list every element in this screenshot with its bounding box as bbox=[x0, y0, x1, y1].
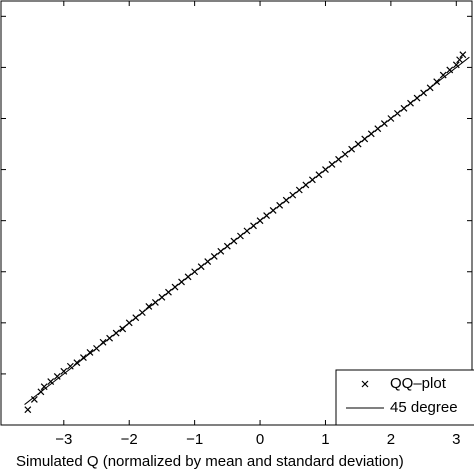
x-tick-label: −2 bbox=[121, 431, 138, 448]
legend-swatch bbox=[361, 380, 369, 388]
x-tick-label: −1 bbox=[186, 431, 203, 448]
qq-point bbox=[53, 373, 61, 380]
qq-point bbox=[439, 71, 447, 79]
plot-frame bbox=[0, 0, 473, 426]
x-tick-label: 3 bbox=[452, 431, 460, 448]
qq-point bbox=[452, 61, 460, 69]
qq-point bbox=[47, 378, 55, 386]
qq-point bbox=[456, 56, 463, 64]
x-tick-label: 1 bbox=[321, 431, 329, 448]
x-tick-label: −3 bbox=[55, 431, 72, 448]
qq-point bbox=[66, 362, 74, 370]
x-tick-label: 0 bbox=[256, 431, 264, 448]
x-axis-label: Simulated Q (normalized by mean and stan… bbox=[16, 453, 404, 470]
qq-point bbox=[24, 406, 32, 414]
reference-line bbox=[24, 56, 470, 405]
qq-point bbox=[40, 383, 48, 391]
legend-box bbox=[335, 369, 474, 426]
qq-point bbox=[459, 51, 467, 59]
x-tick-label: 2 bbox=[387, 431, 395, 448]
qq-point bbox=[60, 367, 68, 375]
legend-label: 45 degree bbox=[390, 399, 458, 416]
qq-point bbox=[446, 66, 454, 74]
legend-label: QQ–plot bbox=[390, 375, 447, 392]
qq-point bbox=[30, 396, 38, 403]
